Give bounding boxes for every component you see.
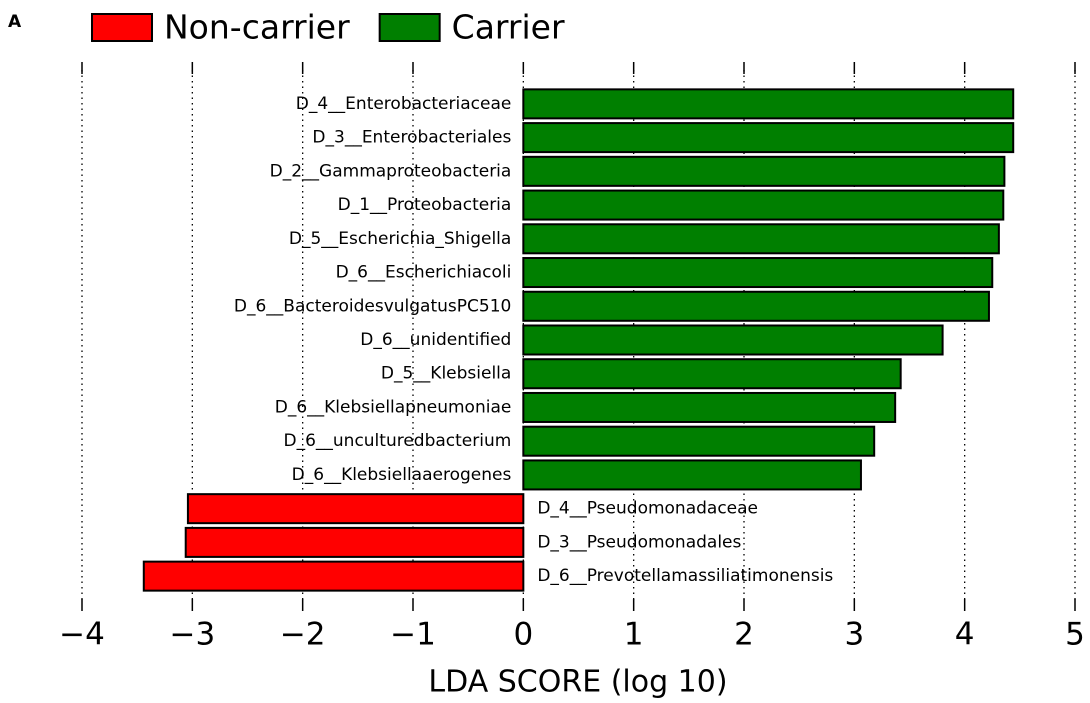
x-tick-label: 2 (734, 617, 754, 653)
x-tick-label: −2 (280, 617, 326, 653)
bar (522, 324, 944, 356)
category-label: D_6__unculturedbacterium (283, 431, 511, 451)
bar (522, 189, 1005, 221)
x-tick-label: 3 (844, 617, 864, 653)
category-label: D_6__BacteroidesvulgatusPC510 (234, 296, 511, 316)
category-label: D_5__Klebsiella (381, 364, 511, 384)
bar (186, 493, 525, 525)
bar (142, 560, 525, 592)
category-label: D_1__Proteobacteria (338, 195, 512, 215)
bar (522, 459, 862, 491)
category-label: D_3__Pseudomonadales (537, 532, 741, 552)
x-tick-label: −4 (59, 617, 105, 653)
category-label: D_6__Klebsiellaaerogenes (292, 465, 512, 485)
bar (522, 122, 1015, 154)
x-axis-label: LDA SCORE (log 10) (428, 665, 727, 700)
x-tick-label: 4 (955, 617, 975, 653)
x-tick-label: −3 (169, 617, 215, 653)
bar (522, 257, 994, 289)
bar (522, 391, 897, 423)
x-tick-label: 0 (513, 617, 533, 653)
legend-swatch (378, 13, 441, 42)
bar (184, 526, 525, 558)
bar (522, 88, 1015, 120)
bar (522, 358, 902, 390)
category-label: D_4__Enterobacteriaceae (296, 94, 512, 114)
x-tick-label: 5 (1065, 617, 1085, 653)
category-label: D_6__Klebsiellapneumoniae (275, 397, 512, 417)
category-label: D_2__Gammaproteobacteria (270, 161, 512, 181)
category-label: D_3__Enterobacteriales (312, 128, 511, 148)
bar (522, 155, 1006, 187)
legend-label: Non-carrier (164, 8, 350, 47)
category-label: D_4__Pseudomonadaceae (537, 499, 758, 519)
x-tick-label: 1 (624, 617, 644, 653)
panel-label: A (8, 12, 22, 32)
bar (522, 223, 1000, 255)
x-tick-label: −1 (390, 617, 436, 653)
category-label: D_5__Escherichia_Shigella (289, 229, 511, 249)
legend-swatch (91, 13, 153, 42)
category-label: D_6__Prevotellamassiliatimonensis (537, 566, 833, 586)
category-label: D_6__unidentified (360, 330, 511, 350)
bar (522, 290, 990, 322)
bar (522, 425, 876, 457)
legend-label: Carrier (452, 8, 565, 47)
category-label: D_6__Escherichiacoli (336, 263, 512, 283)
